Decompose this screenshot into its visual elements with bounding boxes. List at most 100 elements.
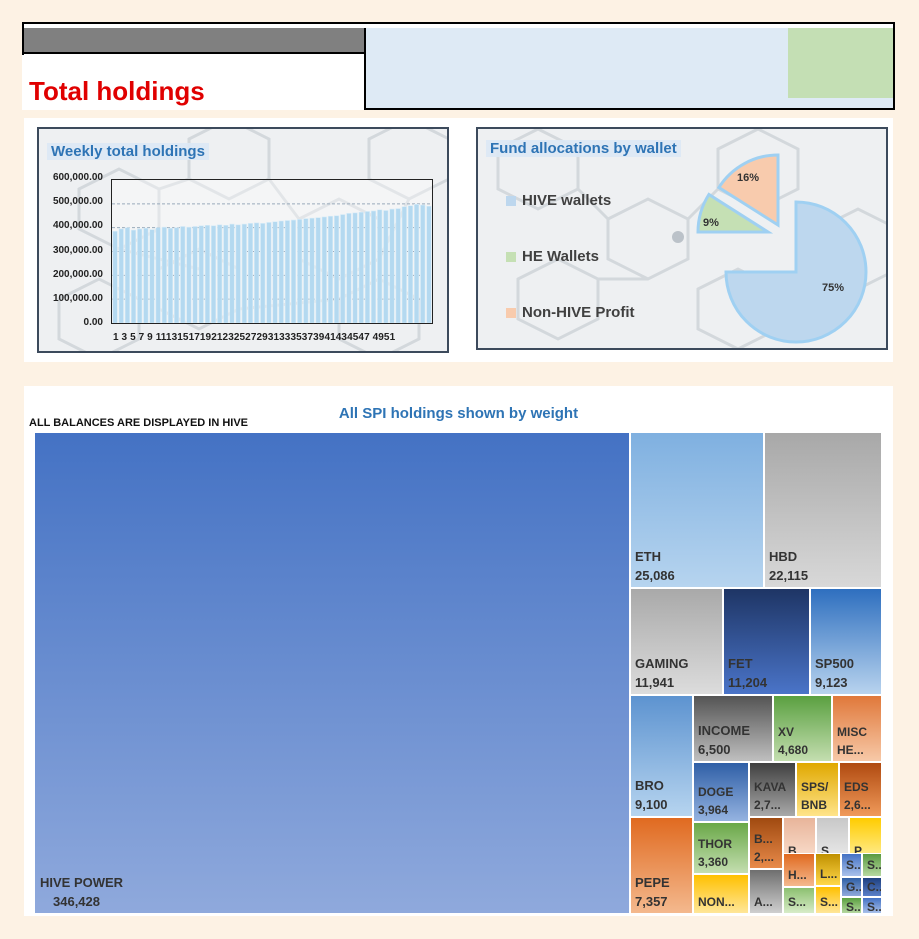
weekly-plot-area: [111, 179, 433, 324]
weekly-bar: [401, 206, 407, 324]
treemap-tile[interactable]: INCOME 6,500: [693, 695, 773, 762]
y-tick-label: 300,000.00: [52, 244, 103, 256]
y-tick-label: 600,000.00: [52, 172, 103, 183]
pie-slice: [696, 192, 774, 234]
weekly-bar: [321, 216, 327, 324]
treemap-tile-label: ETH 25,086: [635, 547, 675, 585]
weekly-bar: [241, 223, 247, 324]
weekly-bar: [130, 229, 137, 324]
tile-name: HBD: [769, 549, 798, 564]
tile-value: 6,500: [698, 742, 731, 757]
treemap-tile[interactable]: SPS/BNB: [796, 762, 839, 817]
treemap-tile[interactable]: S...: [815, 886, 841, 914]
treemap-tile[interactable]: G...: [841, 877, 862, 897]
weekly-bar: [352, 212, 358, 324]
tile-name: S...: [846, 900, 861, 914]
treemap-tile-label: SPS/BNB: [801, 778, 828, 814]
tile-name: S...: [867, 858, 882, 872]
treemap-tile[interactable]: S...: [862, 897, 882, 914]
tile-name: S...: [820, 895, 839, 909]
treemap-tile[interactable]: L...: [815, 853, 841, 886]
legend-hive-wallets[interactable]: HIVE wallets: [506, 192, 611, 209]
tile-value: 4,680: [778, 743, 809, 757]
weekly-bar: [309, 217, 315, 324]
treemap-tile-label: H...: [788, 866, 807, 884]
treemap-tile[interactable]: C...: [862, 877, 882, 897]
treemap-tile-label: A...: [754, 893, 773, 911]
tile-name: ETH: [635, 549, 661, 564]
treemap-tile[interactable]: DOGE 3,964: [693, 762, 749, 822]
weekly-bars-svg: [112, 203, 432, 324]
treemap-tile[interactable]: HBD 22,115: [764, 432, 882, 588]
weekly-bar: [247, 223, 254, 324]
treemap-tile[interactable]: SP500 9,123: [810, 588, 882, 695]
tile-name: H...: [788, 868, 807, 882]
header-green-box: [788, 28, 893, 98]
weekly-bar: [377, 209, 383, 324]
treemap-tile[interactable]: B... 2,...: [749, 817, 783, 869]
weekly-holdings-chart[interactable]: Weekly total holdings 0.00 100,000.00 200,…: [37, 127, 449, 353]
header-border-right: [893, 22, 895, 110]
treemap-tile[interactable]: KAVA 2,7...: [749, 762, 796, 817]
treemap-tile[interactable]: THOR 3,360: [693, 822, 749, 874]
tile-name: XV: [778, 725, 795, 739]
tile-name: KAVA: [754, 780, 787, 794]
weekly-bar: [198, 225, 204, 324]
tile-name: THOR: [698, 837, 732, 851]
page-title: Total holdings: [29, 76, 205, 106]
weekly-bar: [223, 224, 229, 324]
tile-value: 25,086: [635, 568, 675, 583]
tile-name: S...: [846, 858, 861, 872]
treemap-tile-label: HIVE POWER 346,428: [40, 873, 123, 911]
treemap-tile-label: EDS 2,6...: [844, 778, 871, 814]
tile-name: S...: [788, 895, 807, 909]
tile-name: HIVE POWER: [40, 875, 124, 890]
treemap-tile[interactable]: PEPE 7,357: [630, 817, 693, 914]
treemap-tile-label: C...: [867, 878, 881, 896]
treemap-tile-label: BRO 9,100: [635, 776, 668, 814]
treemap-tile[interactable]: ETH 25,086: [630, 432, 764, 588]
treemap-tile[interactable]: S...: [862, 853, 882, 877]
weekly-bar: [389, 208, 395, 324]
weekly-bar: [395, 208, 401, 324]
treemap-tile[interactable]: S...: [783, 887, 815, 914]
fund-allocation-chart[interactable]: Fund allocations by wallet HIVE wallets …: [476, 127, 888, 350]
treemap-tile[interactable]: A...: [749, 869, 783, 914]
weekly-bar: [180, 226, 186, 324]
weekly-bar: [137, 228, 143, 324]
tile-value: 346,428: [53, 894, 100, 909]
treemap-tile[interactable]: GAMING 11,941: [630, 588, 723, 695]
treemap-tile[interactable]: FET 11,204: [723, 588, 810, 695]
tile-name: BRO: [635, 778, 664, 793]
tile-value: 11,941: [635, 675, 675, 690]
y-tick-label: 500,000.00: [52, 196, 103, 208]
treemap-tile[interactable]: BRO 9,100: [630, 695, 693, 817]
tile-name: L...: [820, 867, 838, 881]
treemap-tile[interactable]: S...: [841, 897, 862, 914]
weekly-bar: [370, 210, 377, 324]
legend-non-hive-profit[interactable]: Non-HIVE Profit: [506, 304, 635, 321]
legend-he-wallets[interactable]: HE Wallets: [506, 248, 599, 265]
treemap-tile-label: FET 11,204: [728, 654, 767, 692]
treemap-tile[interactable]: NON...: [693, 874, 749, 914]
tile-value: 2,6...: [844, 798, 871, 812]
treemap-tile[interactable]: EDS 2,6...: [839, 762, 882, 817]
tile-name: GAMING: [635, 656, 689, 671]
treemap-title: All SPI holdings shown by weight: [338, 405, 579, 422]
weekly-bar: [217, 224, 223, 324]
tile-value: 2,7...: [754, 798, 781, 812]
tile-name: DOGE: [698, 785, 734, 799]
tile-name: B...: [754, 832, 773, 846]
treemap-tile[interactable]: S...: [841, 853, 862, 877]
treemap-tile[interactable]: MISC HE...: [832, 695, 882, 762]
weekly-bar: [290, 219, 297, 324]
weekly-bar: [340, 214, 346, 324]
treemap-tile[interactable]: HIVE POWER 346,428: [34, 432, 630, 914]
tile-name: NON...: [698, 895, 735, 909]
treemap-tile[interactable]: H...: [783, 853, 815, 887]
treemap-tile-label: INCOME 6,500: [698, 721, 750, 759]
weekly-chart-title: Weekly total holdings: [47, 143, 209, 160]
header-border-top: [22, 22, 895, 24]
header-border-mid: [22, 52, 364, 54]
treemap-tile[interactable]: XV 4,680: [773, 695, 832, 762]
